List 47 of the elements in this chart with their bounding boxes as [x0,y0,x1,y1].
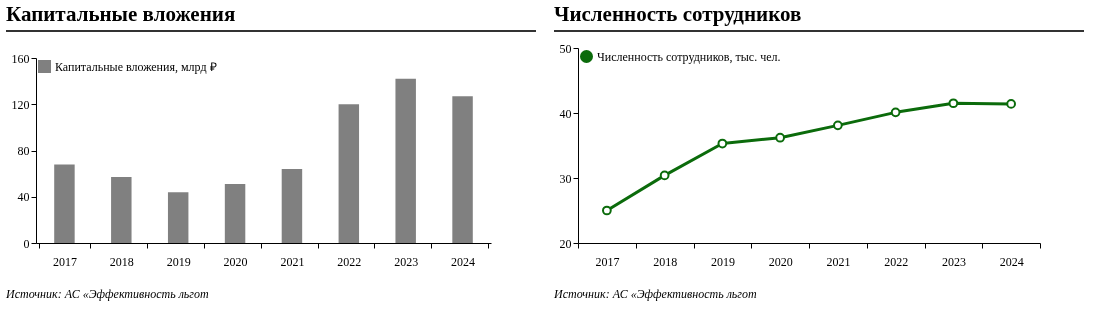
chart-title: Численность сотрудников [554,0,1084,32]
chart-title: Капитальные вложения [6,0,536,32]
y-tick-label: 50 [559,41,572,56]
y-tick-label: 80 [17,144,30,158]
bar [224,184,246,243]
point [948,98,959,109]
x-tick-label: 2023 [941,254,966,269]
legend-label: Капитальные вложения, млрд ₽ [55,59,217,74]
bar [338,104,360,243]
y-tick-label: 160 [11,51,30,66]
bar [54,164,75,243]
bar [395,78,416,243]
y-tick-label: 0 [23,236,30,251]
x-tick-label: 2023 [394,254,419,269]
x-tick-label: 2024 [999,254,1024,269]
x-tick-label: 2019 [166,254,191,269]
x-tick-label: 2017 [52,254,77,269]
y-tick-label: 120 [11,97,30,112]
y-tick-label: 40 [559,106,572,121]
point [659,170,670,181]
legend-label: Численность сотрудников, тыс. чел. [597,49,781,64]
text: Источник: АС «Эффективность льгот [6,287,210,302]
x-tick-label: 2018 [653,254,678,269]
text: Источник: АС «Эффективность льгот [554,287,758,302]
x-tick-label: 2020 [223,254,248,269]
x-tick-label: 2019 [710,254,735,269]
point [602,205,612,216]
x-tick-label: 2024 [451,254,476,269]
point [890,107,901,118]
y-tick-label: 20 [559,236,572,251]
bar [452,96,473,243]
y-tick-label: 40 [17,190,30,205]
x-tick-label: 2022 [337,254,362,269]
x-tick-label: 2021 [826,254,851,269]
point [717,138,728,149]
x-tick-label: 2021 [280,254,305,269]
x-tick-label: 2022 [884,254,909,269]
point [833,120,843,131]
bar [281,169,303,243]
bar [111,177,132,243]
y-tick-label: 30 [559,171,572,186]
point [1006,99,1016,109]
point [775,132,785,143]
bar [167,192,189,243]
x-tick-label: 2020 [768,254,793,269]
x-tick-label: 2017 [595,254,620,269]
x-tick-label: 2018 [109,254,134,269]
